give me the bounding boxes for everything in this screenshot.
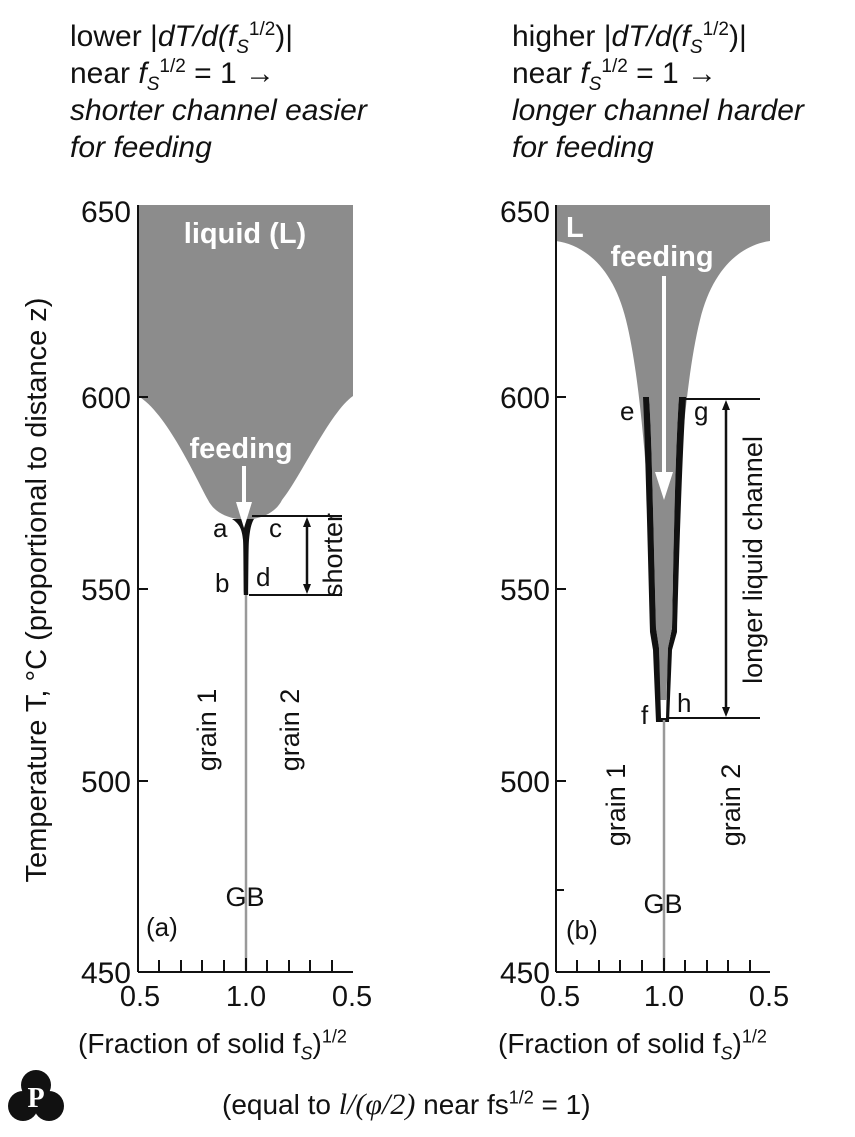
panel-b-channel bbox=[643, 397, 686, 722]
panel-b-feeding-label: feeding bbox=[610, 241, 713, 273]
y-tick-label: 450 bbox=[500, 957, 550, 990]
panel-a-liquid-region bbox=[138, 205, 353, 519]
panel-a-label: (a) bbox=[146, 912, 178, 942]
panel-b-y-ticks bbox=[556, 396, 566, 891]
panel-b-point-f: f bbox=[641, 700, 649, 730]
x-tick-label: 0.5 bbox=[749, 981, 789, 1013]
y-axis-title: Temperature T, °C (proportional to dista… bbox=[21, 298, 53, 883]
footer-caption: (equal to l/(φ/2) near fs1/2 = 1) bbox=[222, 1087, 591, 1121]
y-tick-label: 450 bbox=[81, 957, 131, 990]
x-tick-label: 1.0 bbox=[644, 981, 684, 1013]
panel-b-x-axis-title: (Fraction of solid fS)1/2 bbox=[498, 1026, 767, 1064]
panel-a-region-label: liquid (L) bbox=[184, 218, 306, 250]
panel-b-x-tick-labels: 0.5 1.0 0.5 bbox=[540, 981, 789, 1013]
x-tick-label: 0.5 bbox=[120, 981, 160, 1013]
panel-b-feeding-arrow-head bbox=[655, 472, 673, 500]
panel-a-header: lower |dT/d(fS1/2)| near fS1/2 = 1 → sho… bbox=[70, 18, 367, 166]
y-tick-label: 600 bbox=[81, 382, 131, 415]
panel-b-y-tick-labels: 650 600 550 500 450 bbox=[500, 196, 550, 990]
panel-a: liquid (L) feeding a c b d shorter grain… bbox=[137, 205, 353, 973]
panel-a-length-label: shorter bbox=[318, 513, 348, 597]
y-tick-label: 550 bbox=[81, 574, 131, 607]
panel-a-grain2: grain 2 bbox=[275, 689, 305, 772]
y-tick-label: 650 bbox=[500, 196, 550, 229]
panel-a-x-tick-labels: 0.5 1.0 0.5 bbox=[120, 981, 372, 1013]
publisher-logo-icon: P bbox=[8, 1070, 64, 1121]
panel-a-point-a: a bbox=[213, 513, 228, 543]
panel-b-point-h: h bbox=[677, 688, 691, 718]
panel-a-header-line1: lower |dT/d(fS1/2)| bbox=[70, 19, 294, 58]
panel-b-label: (b) bbox=[566, 915, 598, 945]
x-tick-label: 0.5 bbox=[332, 981, 372, 1013]
panel-a-feeding-label: feeding bbox=[189, 433, 292, 465]
panel-b-region-label: L bbox=[566, 212, 584, 244]
panel-a-channel bbox=[232, 519, 254, 595]
panel-a-grain1: grain 1 bbox=[192, 689, 222, 772]
panel-a-x-axis-title: (Fraction of solid fS)1/2 bbox=[78, 1026, 347, 1064]
x-tick-label: 1.0 bbox=[226, 981, 266, 1013]
panel-b-point-e: e bbox=[620, 396, 634, 426]
x-tick-label: 0.5 bbox=[540, 981, 580, 1013]
panel-a-x-ticks bbox=[158, 958, 333, 972]
panel-b-gb-label: GB bbox=[643, 889, 682, 919]
panel-b-header: higher |dT/d(fS1/2)| near fS1/2 = 1 → lo… bbox=[512, 18, 804, 166]
panel-a-header-line2: near fS1/2 = 1 → bbox=[70, 56, 276, 95]
y-tick-label: 500 bbox=[500, 766, 550, 799]
panel-a-point-b: b bbox=[215, 568, 229, 598]
panel-b-x-ticks bbox=[576, 958, 751, 972]
svg-text:P: P bbox=[27, 1083, 44, 1114]
panel-b-grain2: grain 2 bbox=[716, 764, 746, 847]
panel-a-point-c: c bbox=[269, 513, 282, 543]
panel-b-header-line1: higher |dT/d(fS1/2)| bbox=[512, 19, 747, 58]
panel-b: L feeding e g f h longer liquid channel … bbox=[555, 205, 770, 973]
panel-b-length-label: longer liquid channel bbox=[738, 436, 768, 684]
panel-a-gb-label: GB bbox=[225, 882, 264, 912]
panel-a-feeding-arrow-head bbox=[236, 502, 252, 528]
panel-b-grain1: grain 1 bbox=[601, 764, 631, 847]
panel-a-point-d: d bbox=[256, 562, 270, 592]
panel-b-header-line3: longer channel harder bbox=[512, 94, 804, 127]
panel-b-header-line4: for feeding bbox=[512, 131, 654, 164]
panel-a-y-tick-labels: 650 600 550 500 450 bbox=[81, 196, 131, 990]
y-tick-label: 500 bbox=[81, 766, 131, 799]
panel-a-header-line3: shorter channel easier bbox=[70, 94, 367, 127]
panel-a-header-line4: for feeding bbox=[70, 131, 212, 164]
y-tick-label: 650 bbox=[81, 196, 131, 229]
y-tick-label: 600 bbox=[500, 382, 550, 415]
panel-b-header-line2: near fS1/2 = 1 → bbox=[512, 56, 718, 95]
y-tick-label: 550 bbox=[500, 574, 550, 607]
panel-b-point-g: g bbox=[694, 396, 708, 426]
panel-a-y-ticks bbox=[138, 396, 148, 782]
